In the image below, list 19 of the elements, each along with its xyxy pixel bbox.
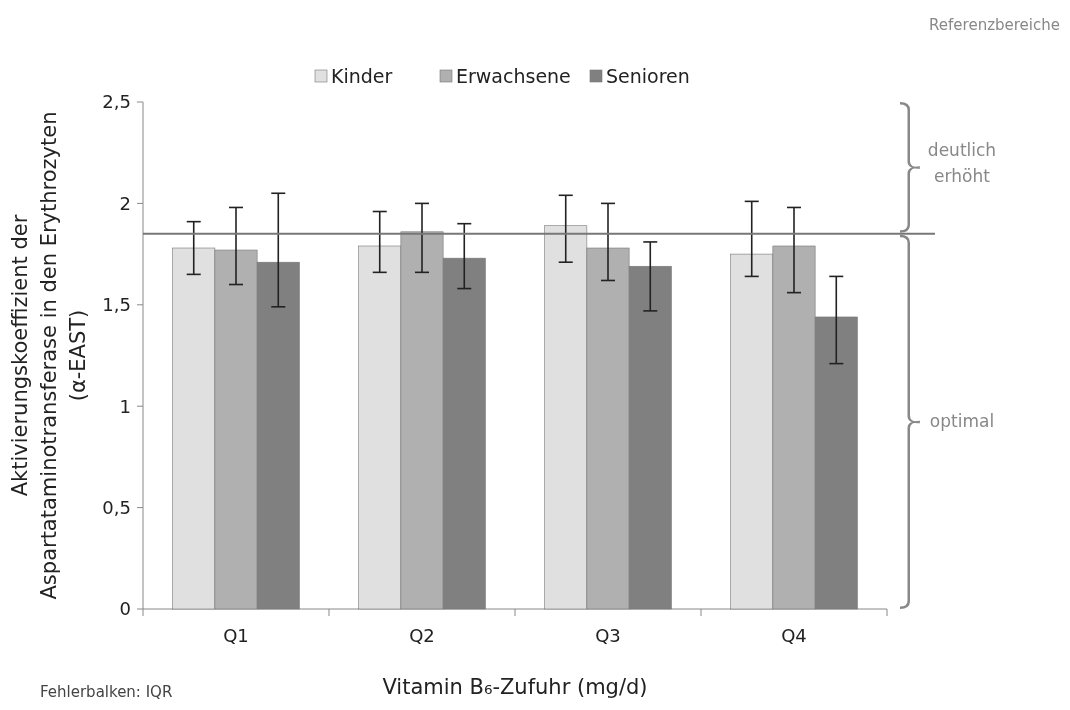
x-axis-title: Vitamin B₆-Zufuhr (mg/d) [382, 675, 648, 699]
y-axis-title: Aktivierungskoeffizient der Aspartataminotransferase in den Erythrozyten (α-EAST) [8, 111, 90, 600]
x-tick-label: Q4 [781, 625, 807, 646]
text: Fehlerbalken: IQR [40, 683, 173, 701]
y-tick-label: 1 [119, 395, 131, 417]
y-tick-label: 2 [119, 192, 131, 214]
legend-label: Erwachsene [456, 64, 571, 87]
y-tick-label: 1,5 [102, 294, 131, 316]
text: optimal [929, 411, 995, 432]
text: deutlich erhöht [927, 139, 997, 186]
x-tick-label: Q2 [409, 625, 435, 646]
y-tick-label: 2,5 [102, 91, 131, 113]
x-tick-label: Q3 [595, 625, 621, 646]
x-tick-label: Q1 [223, 625, 249, 646]
y-tick-label: 0 [119, 598, 131, 620]
legend-label: Kinder [331, 64, 393, 87]
text: Referenzbereiche [929, 16, 1060, 34]
legend-label: Senioren [606, 64, 690, 87]
y-tick-label: 0,5 [102, 496, 131, 518]
